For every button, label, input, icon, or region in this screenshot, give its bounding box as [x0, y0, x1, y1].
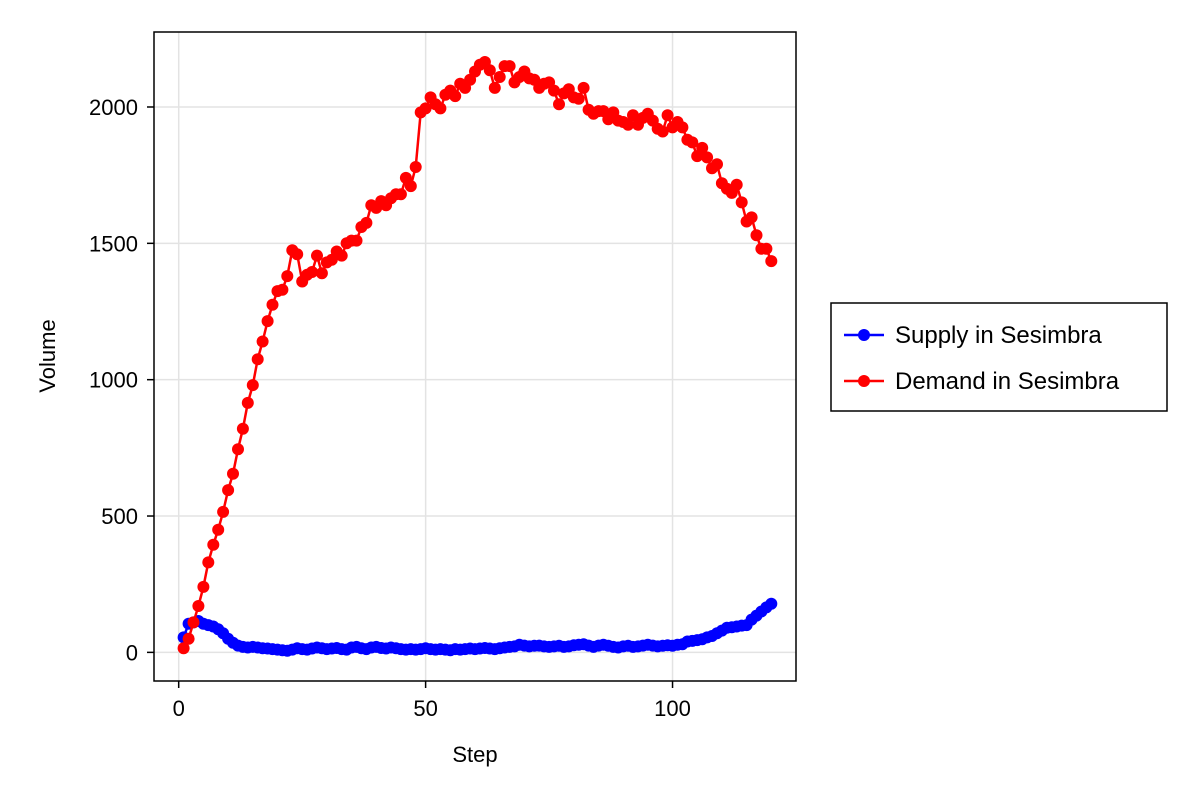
data-point	[335, 249, 348, 262]
legend-swatch-demand-marker	[858, 375, 870, 387]
y-tick-label: 2000	[89, 95, 138, 120]
data-point	[315, 267, 328, 280]
data-point	[212, 523, 225, 536]
data-point	[572, 92, 585, 105]
plot-frame	[153, 31, 797, 682]
data-point	[735, 196, 748, 209]
data-point	[394, 188, 407, 201]
data-point	[696, 141, 709, 154]
data-point	[202, 556, 215, 569]
data-point	[434, 102, 447, 115]
legend-label-supply: Supply in Sesimbra	[895, 322, 1102, 349]
data-point	[711, 158, 723, 171]
legend-label-demand: Demand in Sesimbra	[895, 368, 1120, 395]
data-point	[256, 335, 269, 348]
series-line	[182, 60, 773, 649]
data-point	[311, 249, 323, 262]
legend: Supply in Sesimbra Demand in Sesimbra	[830, 302, 1168, 412]
data-point	[306, 266, 318, 278]
data-point	[217, 505, 230, 518]
data-point	[760, 242, 773, 255]
data-point	[281, 270, 294, 283]
data-point	[745, 211, 758, 224]
data-point	[251, 353, 264, 366]
legend-swatch-supply-marker	[858, 329, 870, 341]
data-point	[627, 109, 639, 122]
data-point	[236, 422, 249, 435]
data-point	[483, 64, 496, 77]
data-point	[266, 298, 279, 311]
data-point	[291, 248, 304, 261]
data-point	[261, 315, 274, 328]
data-point	[577, 81, 590, 94]
series-demand	[177, 56, 778, 655]
y-axis-title: Volume	[35, 319, 60, 392]
data-point	[404, 180, 417, 193]
series-supply	[177, 597, 778, 657]
data-point	[227, 467, 239, 480]
data-point	[656, 125, 669, 138]
data-point	[187, 616, 200, 629]
x-tick-label: 0	[173, 696, 185, 721]
y-tick-label: 500	[101, 504, 138, 529]
y-tick-label: 1000	[89, 368, 138, 393]
data-point	[246, 379, 259, 392]
data-point	[449, 90, 462, 103]
data-point	[701, 151, 714, 164]
data-point	[553, 98, 565, 111]
data-point	[676, 121, 689, 134]
data-point	[686, 136, 699, 149]
data-point	[360, 216, 373, 229]
plot-series	[177, 56, 778, 657]
data-point	[488, 81, 501, 94]
x-tick-label: 100	[654, 696, 691, 721]
y-tick-label: 1500	[89, 231, 138, 256]
legend-box	[830, 302, 1168, 412]
data-point	[548, 84, 560, 97]
data-point	[232, 443, 244, 456]
data-point	[750, 229, 763, 242]
data-point	[493, 71, 506, 83]
data-point	[350, 234, 363, 247]
data-point	[222, 484, 235, 497]
data-point	[276, 283, 289, 296]
data-point	[241, 396, 254, 409]
data-point	[765, 597, 778, 610]
y-tick-label: 0	[126, 640, 138, 665]
data-point	[192, 600, 205, 612]
data-point	[182, 632, 195, 645]
data-point	[661, 109, 674, 122]
data-point	[730, 178, 743, 191]
data-point	[503, 60, 516, 73]
data-point	[207, 538, 220, 551]
data-point	[409, 161, 422, 173]
data-point	[177, 642, 190, 655]
data-point	[197, 580, 210, 593]
x-axis-title: Step	[452, 742, 497, 767]
grid-lines	[154, 32, 796, 681]
data-point	[765, 255, 778, 268]
data-point	[622, 118, 635, 131]
data-point	[419, 102, 432, 115]
x-tick-label: 50	[413, 696, 437, 721]
